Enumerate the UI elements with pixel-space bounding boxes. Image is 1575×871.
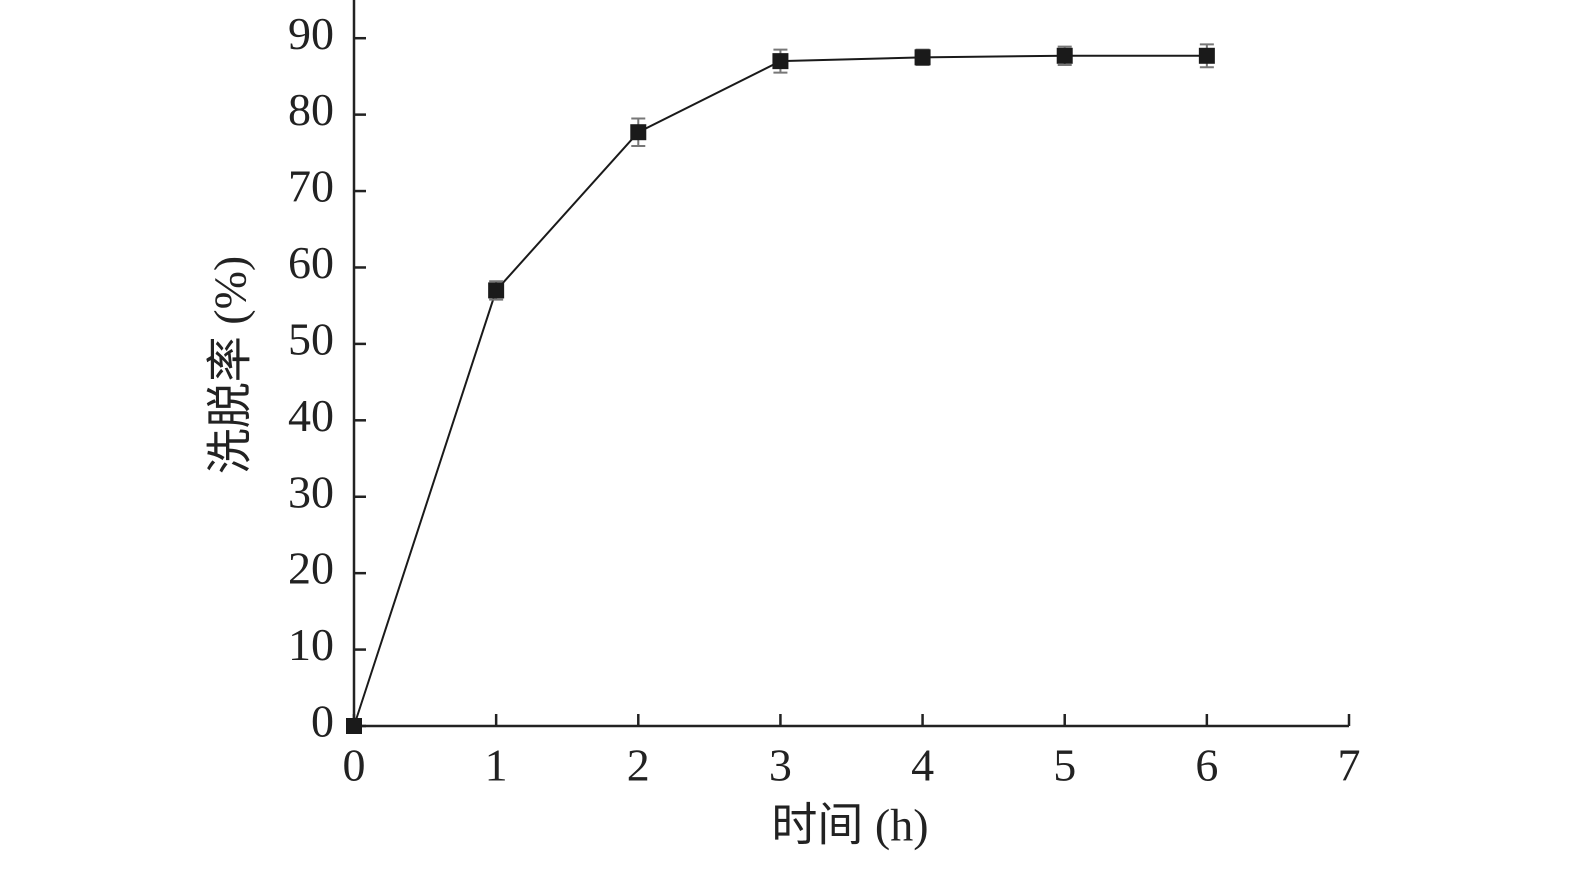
y-tick-label: 0 <box>311 696 334 747</box>
y-tick-label: 30 <box>288 466 334 517</box>
x-tick-label: 6 <box>1195 740 1218 791</box>
x-tick-label: 0 <box>343 740 366 791</box>
x-tick-label: 1 <box>485 740 508 791</box>
x-tick-label: 3 <box>769 740 792 791</box>
y-axis-label: 洗脱率 (%) <box>205 256 256 474</box>
y-tick-label: 20 <box>288 543 334 594</box>
marker <box>346 718 362 734</box>
x-tick-label: 4 <box>911 740 934 791</box>
y-tick-label: 10 <box>288 619 334 670</box>
marker <box>630 124 647 141</box>
x-tick-label: 2 <box>627 740 650 791</box>
marker <box>772 53 789 70</box>
x-axis-label: 时间 (h) <box>771 800 928 851</box>
marker <box>1056 47 1073 64</box>
y-tick-label: 60 <box>288 237 334 288</box>
y-tick-label: 80 <box>288 84 334 135</box>
y-tick-label: 50 <box>288 313 334 364</box>
y-tick-label: 70 <box>288 161 334 212</box>
x-tick-label: 7 <box>1338 740 1361 791</box>
marker <box>1198 47 1215 64</box>
marker <box>488 282 505 299</box>
data-line <box>353 54 1207 727</box>
y-tick-label: 40 <box>288 390 334 441</box>
marker <box>914 49 931 66</box>
x-tick-label: 5 <box>1053 740 1076 791</box>
y-tick-label: 90 <box>288 8 334 59</box>
